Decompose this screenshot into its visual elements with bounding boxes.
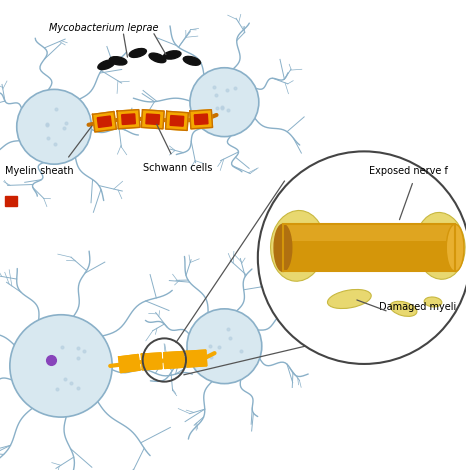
Polygon shape [164,352,184,368]
Polygon shape [118,355,140,373]
Bar [283,224,455,272]
Ellipse shape [271,210,325,281]
Ellipse shape [424,297,442,307]
Ellipse shape [390,301,417,316]
Text: Exposed nerve f: Exposed nerve f [369,166,448,176]
Polygon shape [190,109,212,129]
Circle shape [187,309,262,383]
Text: Myelin sheath: Myelin sheath [5,166,73,176]
Ellipse shape [149,53,166,63]
Ellipse shape [328,290,371,309]
Bar [5,196,17,206]
Ellipse shape [164,51,181,59]
Bar [283,224,455,272]
Polygon shape [97,116,111,128]
Polygon shape [117,109,140,129]
Circle shape [190,68,259,137]
Ellipse shape [416,212,465,279]
Bar [283,224,455,241]
Ellipse shape [274,224,292,272]
Polygon shape [122,114,135,125]
Ellipse shape [109,57,127,65]
Polygon shape [92,111,116,132]
Ellipse shape [129,48,146,57]
Circle shape [10,315,112,417]
Polygon shape [170,116,184,126]
Polygon shape [165,111,188,130]
Text: Damaged myeli: Damaged myeli [379,302,456,312]
Circle shape [258,151,470,364]
Ellipse shape [447,224,464,272]
Text: Schwann cells: Schwann cells [143,163,212,173]
Polygon shape [141,109,164,129]
Ellipse shape [183,56,201,65]
Circle shape [17,90,91,164]
Polygon shape [194,114,208,125]
Polygon shape [141,353,162,370]
Text: Mycobacterium leprae: Mycobacterium leprae [48,23,158,34]
Ellipse shape [98,60,115,70]
Polygon shape [146,114,160,125]
Polygon shape [186,350,207,367]
